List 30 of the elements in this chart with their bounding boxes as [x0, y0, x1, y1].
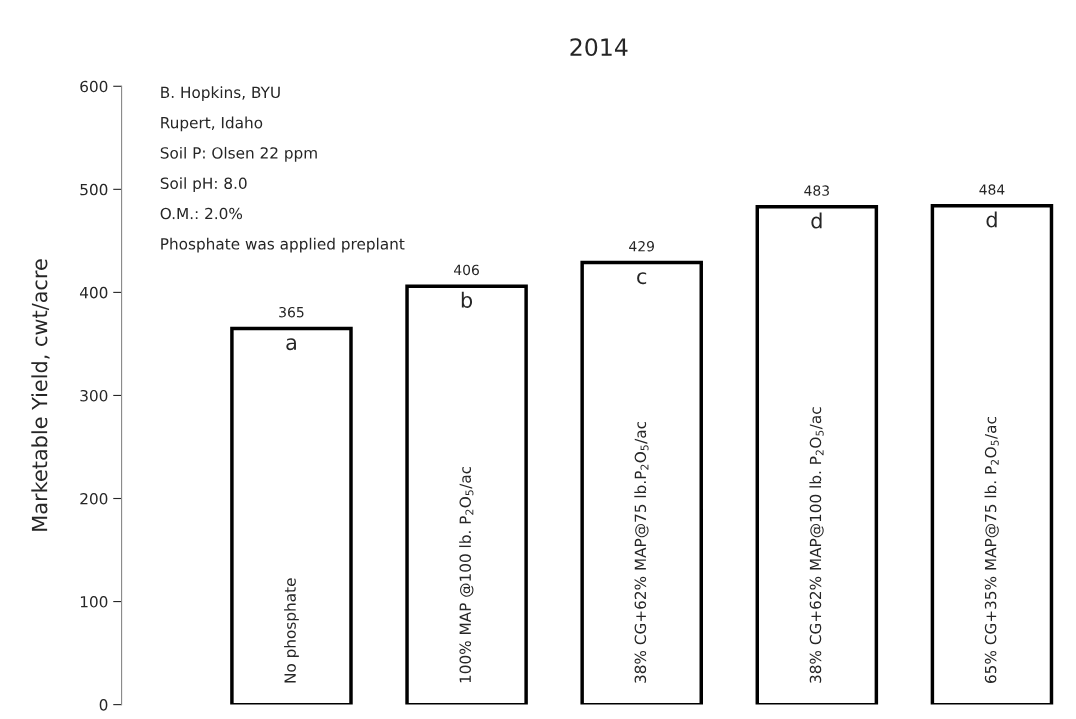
- x-tick-label: 100% MAP @100 lb. P$_{2}$O$_{5}$/ac: [459, 466, 474, 683]
- x-tick-label: 38% CG+62% MAP@100 lb. P$_{2}$O$_{5}$/ac: [809, 407, 824, 683]
- x-tick-label: No phosphate: [284, 578, 299, 683]
- y-tick-label: 0: [99, 699, 108, 711]
- data-label: 406: [454, 264, 479, 276]
- y-tick-label: 300: [80, 389, 108, 402]
- chart-title: 2014: [570, 38, 628, 57]
- annotation: Soil P: Olsen 22 ppm: [160, 146, 317, 162]
- data-label: 429: [629, 240, 654, 252]
- data-label: 484: [979, 184, 1005, 195]
- y-tick-label: 500: [80, 183, 108, 196]
- y-tick-label: 100: [80, 596, 108, 608]
- annotation: Phosphate was applied preplant: [161, 237, 405, 253]
- annotation: B. Hopkins, BYU: [161, 86, 280, 102]
- x-tick-label: 65% CG+35% MAP@75 lb. P$_{2}$O$_{5}$/ac: [984, 417, 999, 683]
- y-axis-title: Marketable Yield, cwt/acre: [31, 259, 50, 531]
- y-tick-label: 200: [80, 492, 108, 505]
- data-label: 483: [804, 185, 829, 196]
- annotation: b: [461, 291, 473, 308]
- data-label: 365: [279, 306, 304, 318]
- annotation: Soil pH: 8.0: [160, 177, 247, 192]
- annotation: d: [811, 212, 822, 229]
- annotation: c: [637, 272, 647, 285]
- annotation: Rupert, Idaho: [161, 116, 263, 132]
- x-tick-label: 38% CG+62% MAP@75 lb.P$_{2}$O$_{5}$/ac: [634, 421, 649, 683]
- y-tick-label: 400: [79, 286, 108, 299]
- annotation: a: [286, 338, 296, 351]
- y-tick-label: 600: [80, 80, 108, 93]
- annotation: O.M.: 2.0%: [160, 207, 243, 220]
- annotation: d: [986, 211, 997, 228]
